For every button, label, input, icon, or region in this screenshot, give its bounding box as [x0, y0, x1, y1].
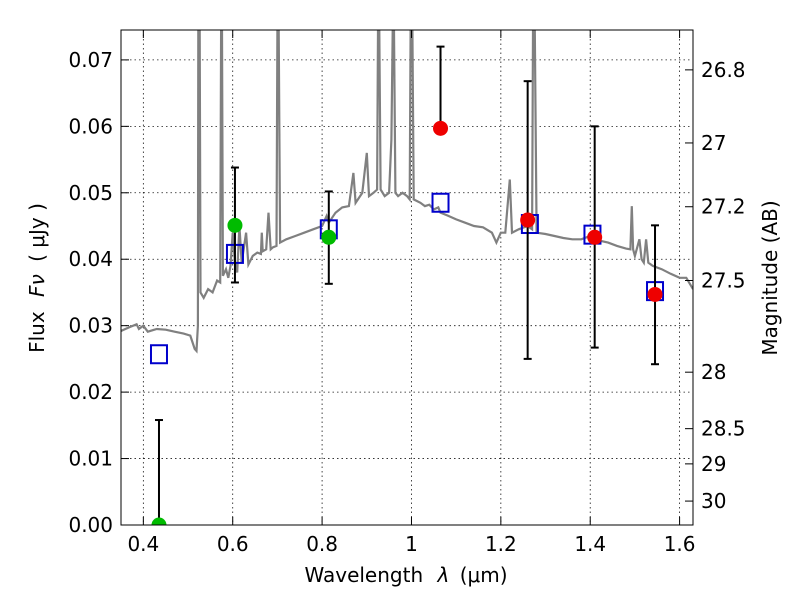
tick-labels: 0.4 0.6 0.8 1 1.2 1.4 1.6 0.00 0.01 0.02 0.03 0.04 0…: [68, 48, 745, 556]
y2-tick-label: 29: [701, 452, 726, 476]
y-axis-title-prefix: Flux: [25, 311, 49, 353]
y-tick-label: 0.05: [68, 181, 113, 205]
flux-point-green: [151, 517, 167, 525]
flux-point-red: [647, 286, 663, 302]
x-axis-title: Wavelength λ (μm): [304, 563, 507, 587]
x-tick-label: 0.6: [217, 532, 249, 556]
x-tick-label: 0.4: [127, 532, 159, 556]
grid: [121, 30, 693, 526]
y2-tick-label: 27.5: [701, 268, 746, 292]
x-axis-title-prefix: Wavelength: [304, 563, 423, 587]
y-tick-label: 0.02: [68, 380, 113, 404]
y-tick-label: 0.07: [68, 48, 113, 72]
flux-point-green: [227, 217, 243, 233]
plot-area: [121, 30, 693, 525]
y-tick-label: 0.03: [68, 314, 113, 338]
y2-tick-label: 30: [701, 489, 726, 513]
y2-axis-title: Magnitude (AB): [758, 200, 782, 355]
x-axis-title-unit: (μm): [460, 563, 508, 587]
y-tick-label: 0.00: [68, 513, 113, 537]
flux-point-red: [587, 229, 603, 245]
x-tick-label: 1.6: [664, 532, 696, 556]
y2-tick-label: 27: [701, 131, 726, 155]
y-tick-label: 0.01: [68, 447, 113, 471]
y-tick-label: 0.06: [68, 114, 113, 138]
model-photometry-series: [149, 192, 665, 365]
flux-point-red: [433, 120, 449, 136]
axis-ticks: [121, 30, 693, 526]
y2-tick-label: 27.2: [701, 195, 746, 219]
y-axis-title-symbol: Fν: [25, 274, 49, 297]
flux-point-red: [520, 212, 536, 228]
model-photometry-box: [149, 344, 168, 365]
y2-tick-label: 26.8: [701, 58, 746, 82]
x-tick-label: 1: [405, 532, 418, 556]
y2-tick-label: 28.5: [701, 417, 746, 441]
y-axis-title: Flux Fν ( μJy ): [25, 203, 49, 353]
y-axis-title-unit: ( μJy ): [25, 203, 49, 262]
x-axis-title-symbol: λ: [437, 563, 450, 587]
x-tick-label: 1.2: [485, 532, 517, 556]
y-tick-label: 0.04: [68, 247, 113, 271]
x-tick-label: 1.4: [574, 532, 606, 556]
plot-frame: [120, 29, 694, 526]
observed-flux-series: [151, 45, 663, 525]
model-photometry-box: [431, 192, 450, 213]
sed-model-line: [121, 30, 693, 354]
flux-point-green: [321, 229, 337, 245]
y2-tick-label: 28: [701, 360, 726, 384]
x-tick-label: 0.8: [306, 532, 338, 556]
